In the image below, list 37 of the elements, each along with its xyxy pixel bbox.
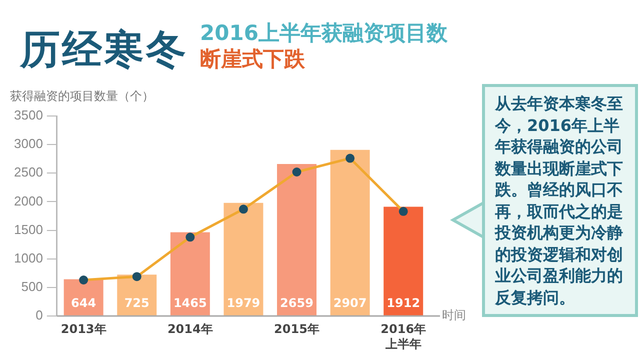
data-label: 725	[124, 296, 150, 310]
y-tick-label: 2500	[14, 164, 43, 180]
bar	[277, 164, 317, 316]
point	[346, 154, 355, 163]
data-label: 1979	[226, 296, 260, 310]
point	[186, 232, 195, 242]
data-label: 2907	[333, 296, 367, 310]
x-tick-label: 2016年上半年	[380, 322, 426, 352]
data-label: 1912	[386, 296, 420, 310]
y-tick-label: 1000	[14, 250, 43, 266]
point	[79, 276, 88, 284]
bar	[384, 206, 424, 316]
text: 从去年资本寒冬至今，2016年上半年获得融资的公司数量出现断崖式下跌。曾经的风口不再，取而代之的是投资机构更为冷静的投资逻辑和对创业公司盈利能力的反复拷问。	[495, 94, 623, 306]
x-tick-label: 2015年	[274, 322, 320, 336]
point	[398, 206, 408, 216]
chart-subtitle: 2016上半年获融资项目数	[200, 20, 448, 46]
y-axis-title: 获得融资的项目数量（个）	[10, 88, 154, 105]
y-tick-label: 2000	[14, 193, 43, 208]
chart-title: 历经寒冬	[20, 26, 188, 75]
y-tick-label: 1500	[14, 222, 43, 237]
bar	[224, 202, 264, 316]
point	[292, 168, 302, 176]
text: 断崖式下跌	[200, 46, 305, 72]
x-tick-label: 2013年	[60, 322, 106, 336]
y-tick-label: 0	[36, 308, 43, 323]
y-tick-label: 500	[21, 279, 43, 294]
point	[132, 272, 142, 282]
data-label: 2659	[280, 296, 314, 310]
x-tick-label: 2014年	[167, 322, 213, 336]
bar	[330, 150, 370, 316]
data-label: 644	[71, 296, 96, 310]
y-tick-label: 3000	[14, 136, 43, 152]
bar	[170, 232, 210, 316]
data-label: 1465	[173, 296, 207, 310]
x-axis-title: 时间	[442, 308, 466, 322]
y-tick-label: 3500	[14, 108, 43, 123]
point	[238, 204, 248, 214]
